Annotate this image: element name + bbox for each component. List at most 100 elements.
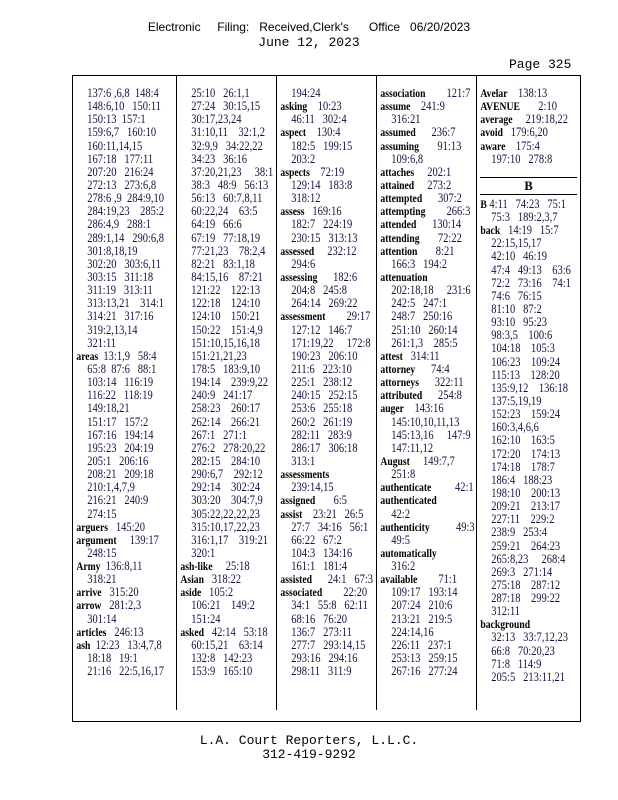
page-line-references: 251:8: [391, 467, 416, 482]
page-line-references: 161:1 181:4: [291, 559, 347, 574]
index-entry-continuation: 151:10,15,16,18: [177, 336, 260, 350]
page-line-references: 277:7 293:14,15: [291, 637, 366, 652]
index-entry-continuation: 282:11 283:9: [277, 428, 360, 442]
page-line-references: 210:1,4,7,9: [87, 480, 135, 495]
page-line-references: 66:8 70:20,23: [491, 643, 555, 658]
page-line-references: 303:15 311:18: [87, 269, 154, 284]
index-entry-continuation: 34:23 36:16: [177, 152, 260, 166]
page-line-references: 179:6,20: [502, 125, 548, 140]
index-entry-continuation: 248:7 250:16: [377, 310, 460, 323]
index-entry-continuation: 276:2 278:20,22: [177, 441, 265, 455]
index-entry: arguers 145:20: [73, 520, 160, 534]
index-term: assumed: [380, 127, 416, 140]
page-line-references: 116:22 118:19: [87, 388, 153, 403]
page-line-references: 294:6: [291, 256, 316, 271]
index-entry-continuation: 210:1,4,7,9: [73, 481, 160, 494]
index-entry-continuation: 320:1: [177, 546, 260, 560]
index-term: ash-like: [180, 561, 213, 574]
index-entry-continuation: 316:1,17 319:21: [177, 533, 268, 547]
index-entry-continuation: 194:24: [277, 86, 360, 100]
page-line-references: 150:13 157:1: [87, 112, 146, 127]
index-term: attorneys: [380, 377, 419, 390]
page-line-references: 253:13 259:15: [391, 651, 458, 666]
index-entry-continuation: 65:8 87:6 88:1: [73, 362, 160, 376]
page-line-references: 4:11 74:23 75:1: [486, 196, 567, 211]
index-entry: August 149:7,7: [377, 454, 460, 468]
page-line-references: 147:11,12: [391, 440, 434, 455]
index-entry-continuation: 315:10,17,22,23: [177, 520, 260, 534]
index-term: arrow: [76, 600, 102, 613]
page-line-references: 178:5 183:9,10: [191, 361, 261, 376]
page-line-references: 286:4,9 288:1: [87, 217, 151, 232]
page-line-references: 42:14 53:18: [203, 624, 268, 639]
index-entry: assumed 236:7: [377, 126, 460, 140]
index-term: attempted: [380, 193, 423, 206]
index-entry-continuation: 198:10 200:13: [477, 486, 564, 500]
page-line-references: 22:20: [322, 585, 368, 600]
index-entry-continuation: 32:9,9 34:22,22: [177, 139, 262, 153]
index-entry-continuation: 137:5,19,19: [477, 394, 564, 408]
index-entry-continuation: 82:21 83:1,18: [177, 257, 260, 271]
index-entry-continuation: 68:16 76:20: [277, 612, 360, 626]
index-entry-continuation: 269:3 271:14: [477, 565, 564, 579]
page-line-references: 314:11: [402, 348, 440, 363]
index-entry-continuation: 278:6 ,9 284:9,10: [73, 192, 164, 205]
page-line-references: 145:10,10,11,13: [391, 414, 460, 429]
index-entry: attention 8:21: [377, 244, 460, 258]
index-entry: automatically: [377, 547, 460, 560]
page-line-references: 318:22: [203, 572, 242, 587]
index-column-1: 137:6 ,6,8 148:4 148:6,10 150:11 150:13 15…: [73, 76, 176, 710]
page-line-references: 293:16 294:16: [291, 651, 358, 666]
index-entry-continuation: 277:7 293:14,15: [277, 638, 365, 652]
index-entry-continuation: 129:14 183:8: [277, 178, 360, 192]
page-line-references: 138:13: [507, 86, 548, 100]
page-line-references: 240:9 241:17: [191, 388, 253, 403]
index-term: attributed: [380, 390, 423, 403]
page-line-references: 2:10: [519, 99, 557, 114]
index-entry-continuation: 182:5 199:15: [277, 139, 360, 153]
deposition-date: June 12, 2023: [258, 35, 360, 50]
index-entry: arrow 281:2,3: [73, 599, 160, 613]
index-entry-continuation: 149:18,21: [73, 402, 160, 415]
index-entry-continuation: 289:1,14 290:6,8: [73, 231, 164, 245]
footer-company: L.A. Court Reporters, L.L.C.: [199, 733, 419, 748]
page-line-references: 241:9: [410, 99, 445, 114]
index-entry-continuation: 25:10 26:1,1: [177, 86, 260, 100]
index-entry-continuation: 115:13 128:20: [477, 368, 564, 382]
index-entry-continuation: 66:22 67:2: [277, 533, 360, 547]
page-line-references: 194:14 239:9,22: [191, 375, 268, 390]
index-entry-continuation: 239:14,15: [277, 481, 360, 494]
index-term: attention: [380, 245, 418, 258]
page-line-references: 211:6 223:10: [291, 361, 352, 376]
index-entry: argument 139:17: [73, 533, 160, 547]
page-line-references: 74:6 76:15: [491, 288, 542, 303]
index-entry: available 71:1: [377, 572, 460, 587]
page-line-references: 71:1: [417, 572, 458, 587]
index-entry-continuation: 132:8 142:23: [177, 651, 260, 665]
index-term: Asian: [180, 574, 204, 587]
page-line-references: 37:20,21,23 38:1: [191, 164, 274, 179]
page-line-references: 30:17,23,24: [191, 112, 242, 127]
index-entry-continuation: 81:10 87:2: [477, 301, 564, 316]
index-entry-continuation: 204:8 245:8: [277, 284, 360, 297]
index-entry-continuation: 21:16 22:5,16,17: [73, 665, 164, 678]
page-line-references: 274:15: [87, 506, 117, 521]
page-line-references: 81:10 87:2: [491, 301, 542, 316]
page-line-references: 169:16: [304, 204, 342, 219]
index-entry-continuation: 224:14,16: [377, 625, 460, 639]
index-column-2: 25:10 26:1,1 27:24 30:15,15 30:17,23,24 31:…: [176, 76, 276, 710]
index-term: association: [380, 88, 426, 100]
index-entry: ash 12:23 13:4,7,8: [73, 638, 161, 652]
index-entry-continuation: 242:5 247:1: [377, 297, 460, 310]
page-line-references: 72:2 73:16 74:1: [491, 275, 571, 290]
word-index-box: 137:6 ,6,8 148:4 148:6,10 150:11 150:13 15…: [72, 75, 581, 722]
index-entry-continuation: 75:3 189:2,3,7: [477, 210, 564, 224]
index-entry-continuation: 208:21 209:18: [73, 468, 160, 481]
index-entry-continuation: 30:17,23,24: [177, 113, 260, 126]
index-term: authenticated: [380, 495, 437, 508]
index-entry-continuation: 49:5: [377, 533, 460, 547]
page-line-references: 171:19,22 172:8: [291, 335, 371, 350]
index-entry-continuation: 318:12: [277, 192, 360, 205]
index-entry: asked 42:14 53:18: [177, 625, 267, 639]
index-entry-continuation: 60:15,21 63:14: [177, 638, 262, 652]
